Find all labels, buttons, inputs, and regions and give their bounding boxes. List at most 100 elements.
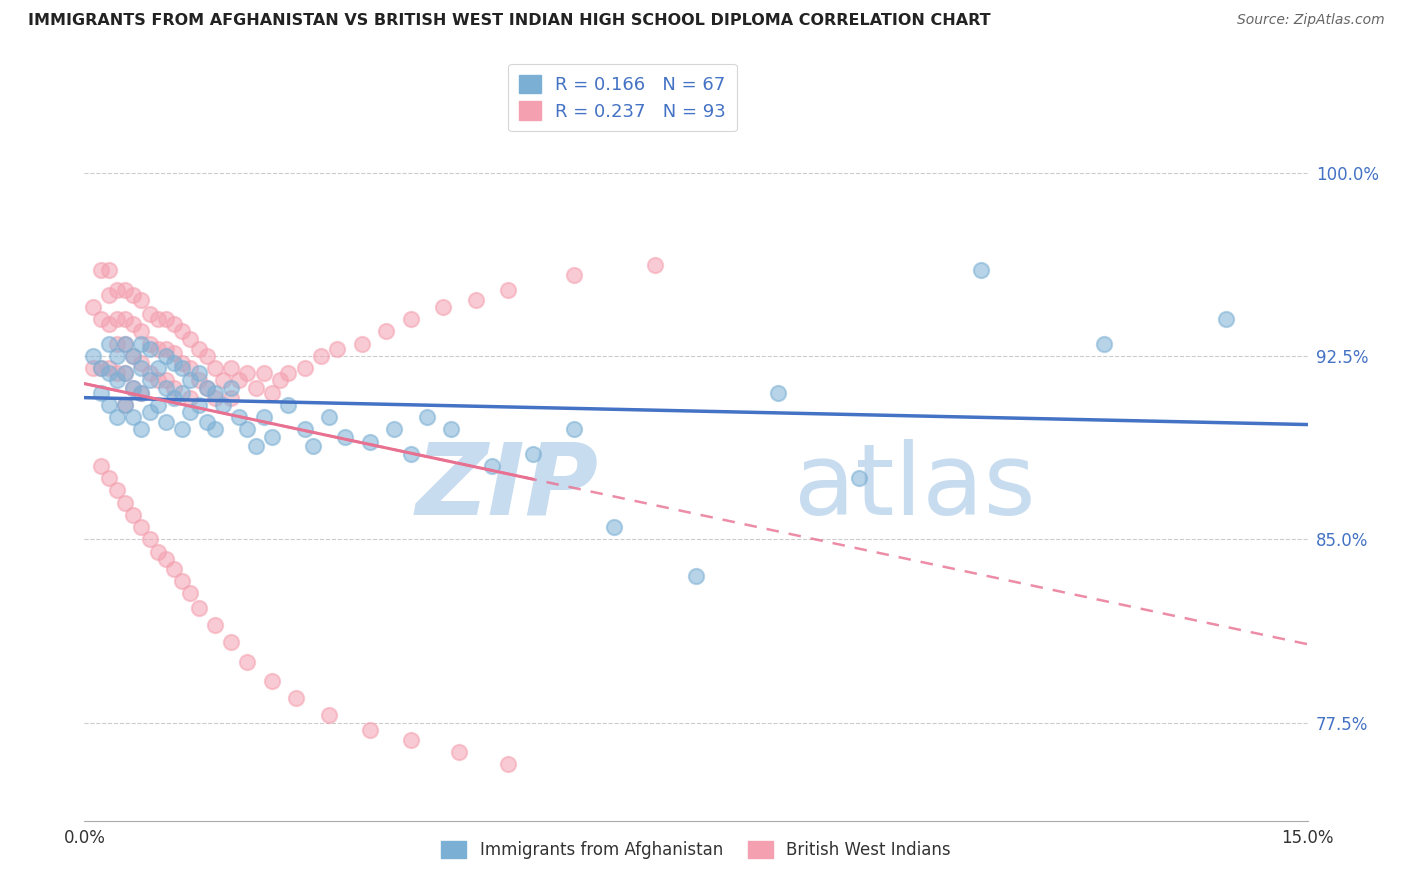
Point — [204, 422, 226, 436]
Point — [155, 312, 177, 326]
Point — [155, 381, 177, 395]
Point — [172, 574, 194, 588]
Point — [105, 283, 128, 297]
Point — [481, 458, 503, 473]
Point — [163, 381, 186, 395]
Point — [179, 373, 201, 387]
Point — [179, 405, 201, 419]
Point — [163, 317, 186, 331]
Point — [294, 422, 316, 436]
Point — [131, 385, 153, 400]
Point — [114, 336, 136, 351]
Point — [228, 410, 250, 425]
Point — [848, 471, 870, 485]
Point — [105, 336, 128, 351]
Legend: Immigrants from Afghanistan, British West Indians: Immigrants from Afghanistan, British Wes… — [434, 834, 957, 865]
Point — [122, 287, 145, 301]
Point — [105, 410, 128, 425]
Text: ZIP: ZIP — [415, 439, 598, 535]
Point — [155, 349, 177, 363]
Point — [146, 312, 169, 326]
Point — [179, 332, 201, 346]
Point — [97, 471, 120, 485]
Point — [90, 312, 112, 326]
Point — [105, 349, 128, 363]
Point — [277, 366, 299, 380]
Point — [260, 385, 283, 400]
Point — [146, 361, 169, 376]
Point — [766, 385, 789, 400]
Point — [131, 325, 153, 339]
Point — [163, 356, 186, 370]
Point — [163, 391, 186, 405]
Point — [219, 391, 242, 405]
Point — [97, 361, 120, 376]
Point — [172, 361, 194, 376]
Text: atlas: atlas — [794, 439, 1035, 535]
Point — [236, 655, 259, 669]
Point — [138, 405, 160, 419]
Point — [131, 422, 153, 436]
Point — [449, 745, 471, 759]
Point — [350, 336, 373, 351]
Point — [195, 381, 218, 395]
Point — [131, 361, 153, 376]
Point — [245, 381, 267, 395]
Point — [359, 723, 381, 738]
Point — [195, 349, 218, 363]
Point — [970, 263, 993, 277]
Point — [122, 349, 145, 363]
Point — [309, 349, 332, 363]
Point — [163, 346, 186, 360]
Point — [114, 336, 136, 351]
Point — [172, 385, 194, 400]
Point — [97, 336, 120, 351]
Point — [285, 691, 308, 706]
Point — [179, 391, 201, 405]
Point — [131, 336, 153, 351]
Point — [122, 349, 145, 363]
Point — [301, 439, 323, 453]
Point — [179, 361, 201, 376]
Point — [432, 300, 454, 314]
Point — [399, 447, 422, 461]
Point — [195, 415, 218, 429]
Point — [114, 398, 136, 412]
Point — [114, 398, 136, 412]
Point — [399, 312, 422, 326]
Point — [260, 430, 283, 444]
Point — [105, 312, 128, 326]
Point — [122, 508, 145, 522]
Point — [131, 385, 153, 400]
Point — [131, 520, 153, 534]
Point — [187, 373, 209, 387]
Point — [122, 410, 145, 425]
Point — [187, 398, 209, 412]
Point — [269, 373, 291, 387]
Point — [114, 312, 136, 326]
Point — [122, 317, 145, 331]
Point — [187, 342, 209, 356]
Point — [498, 283, 520, 297]
Point — [498, 757, 520, 772]
Point — [82, 361, 104, 376]
Point — [131, 356, 153, 370]
Point — [260, 674, 283, 689]
Point — [138, 342, 160, 356]
Point — [172, 325, 194, 339]
Point — [179, 586, 201, 600]
Point — [212, 373, 235, 387]
Point — [114, 366, 136, 380]
Point — [326, 342, 349, 356]
Point — [335, 430, 357, 444]
Point — [440, 422, 463, 436]
Point — [90, 361, 112, 376]
Point — [187, 600, 209, 615]
Point — [105, 483, 128, 498]
Point — [138, 336, 160, 351]
Point — [382, 422, 405, 436]
Point — [318, 708, 340, 723]
Point — [114, 283, 136, 297]
Point — [204, 385, 226, 400]
Point — [228, 373, 250, 387]
